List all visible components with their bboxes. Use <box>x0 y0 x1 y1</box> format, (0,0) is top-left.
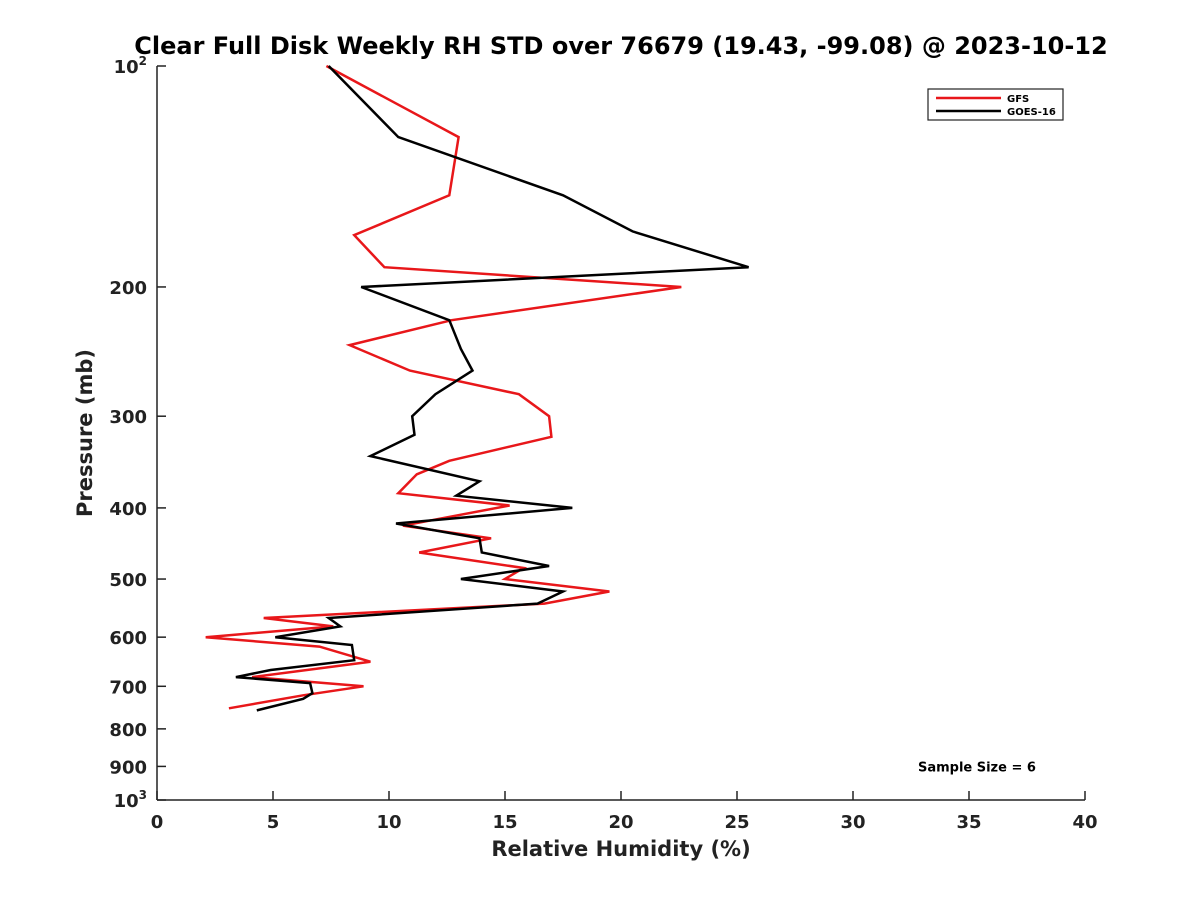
y-tick-label: 103 <box>114 788 147 812</box>
x-tick-label: 20 <box>608 812 633 833</box>
x-ticks: 0 5 10 15 20 25 30 35 40 <box>151 791 1098 833</box>
y-tick-label: 700 <box>109 677 147 698</box>
series-line-gfs <box>205 64 682 710</box>
y-tick-label: 400 <box>109 499 147 520</box>
legend: GFS GOES-16 <box>927 88 1064 121</box>
y-axis-label: Pressure (mb) <box>73 349 97 517</box>
x-tick-label: 10 <box>376 812 401 833</box>
series-line-goes-16 <box>235 65 749 712</box>
y-ticks: 102 200 300 400 500 600 700 800 900 103 <box>109 54 166 812</box>
x-tick-label: 30 <box>840 812 865 833</box>
plot-axes <box>156 66 1085 801</box>
legend-label: GFS <box>1007 94 1029 105</box>
x-tick-label: 0 <box>151 812 164 833</box>
annotations: Sample Size = 6 <box>918 760 1036 775</box>
legend-label: GOES-16 <box>1007 107 1056 118</box>
x-tick-label: 40 <box>1072 812 1097 833</box>
x-tick-label: 15 <box>492 812 517 833</box>
series-lines <box>205 64 749 712</box>
sample-size-annotation: Sample Size = 6 <box>918 760 1036 775</box>
y-tick-label: 600 <box>109 628 147 649</box>
x-tick-label: 25 <box>724 812 749 833</box>
y-tick-label: 300 <box>109 407 147 428</box>
x-tick-label: 5 <box>267 812 280 833</box>
x-axis-label: Relative Humidity (%) <box>491 837 750 861</box>
chart-title: Clear Full Disk Weekly RH STD over 76679… <box>134 32 1107 60</box>
y-tick-label: 102 <box>114 54 147 78</box>
y-tick-label: 200 <box>109 278 147 299</box>
x-tick-label: 35 <box>956 812 981 833</box>
y-tick-label: 900 <box>109 757 147 778</box>
y-tick-label: 500 <box>109 570 147 591</box>
y-tick-label: 800 <box>109 720 147 741</box>
legend-box <box>927 88 1064 121</box>
